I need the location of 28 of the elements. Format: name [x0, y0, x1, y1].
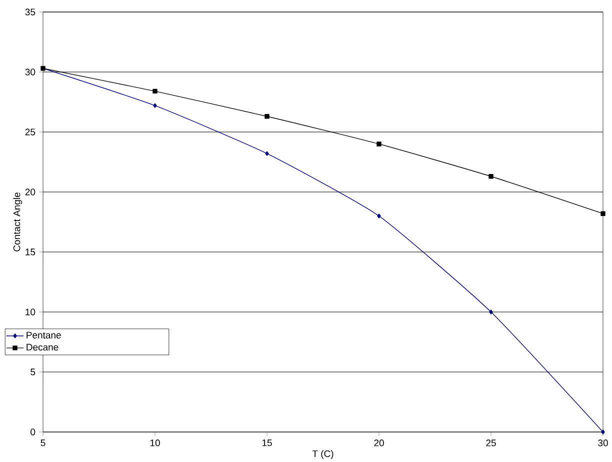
x-tick-label: 30: [598, 439, 608, 446]
point: [489, 310, 493, 314]
point: [376, 142, 382, 146]
point: [601, 429, 605, 434]
x-tick-label: 15: [262, 439, 272, 446]
y-tick-label: 25: [25, 128, 36, 136]
y-tick-label: 0: [30, 428, 36, 436]
y-tick-label: 5: [30, 368, 36, 376]
point: [488, 174, 494, 179]
y-axis-title: Contact Angle: [13, 192, 22, 252]
y-tick-label: 35: [25, 8, 36, 16]
point: [264, 114, 270, 119]
x-axis-title: T (C): [312, 450, 334, 459]
point: [152, 88, 158, 94]
point: [600, 211, 606, 216]
x-tick-label: 20: [374, 439, 384, 446]
y-tick-label: 10: [26, 308, 36, 316]
y-tick-label: 15: [26, 248, 36, 256]
point: [377, 214, 381, 218]
y-tick-label: 20: [25, 188, 36, 196]
x-tick-label: 10: [150, 439, 160, 446]
x-tick-label: 5: [40, 439, 46, 446]
legend-label: Decane: [26, 344, 58, 350]
point: [265, 151, 269, 156]
x-tick-label: 25: [486, 439, 496, 446]
legend-label: Pentane: [26, 332, 61, 338]
point: [153, 103, 157, 108]
y-tick-label: 30: [25, 68, 36, 76]
